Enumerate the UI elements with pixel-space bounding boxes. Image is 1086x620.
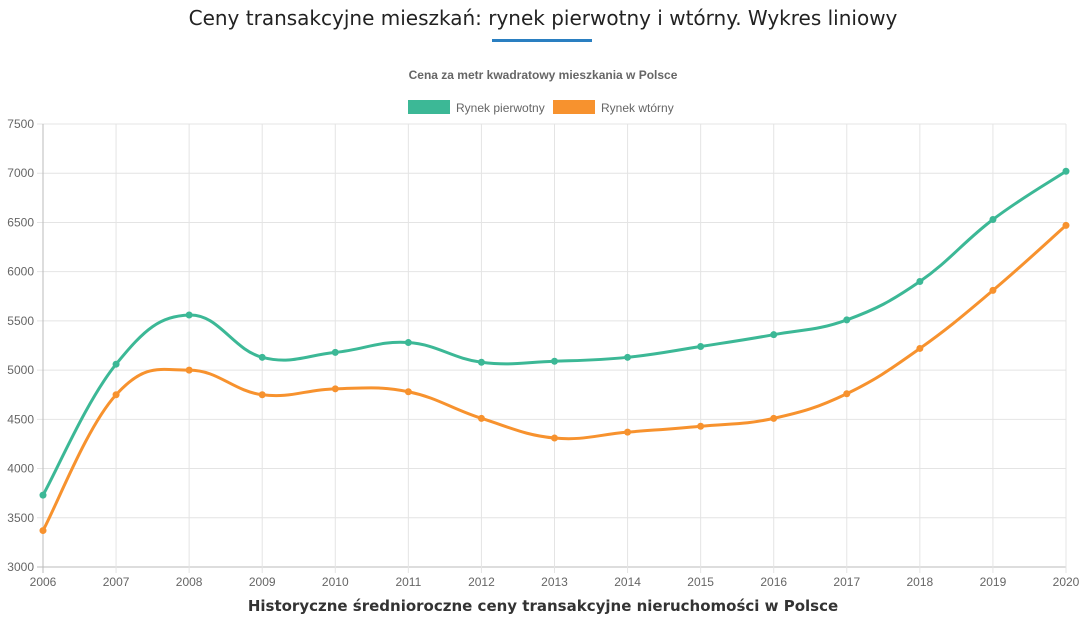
data-point [770,414,778,422]
title-underline [492,39,592,42]
data-point [477,414,485,422]
x-tick-label: 2006 [30,575,57,589]
x-tick-label: 2014 [614,575,641,589]
x-tick-label: 2020 [1053,575,1080,589]
x-tick-label: 2009 [249,575,276,589]
data-point [989,286,997,294]
x-tick-label: 2017 [833,575,860,589]
data-point [258,391,266,399]
data-point [1062,221,1070,229]
y-tick-label: 6500 [7,215,34,229]
page-title: Ceny transakcyjne mieszkań: rynek pierwo… [188,6,898,30]
data-point [185,366,193,374]
x-tick-label: 2015 [687,575,714,589]
y-tick-label: 6000 [7,265,34,279]
data-point [989,215,997,223]
legend-label: Rynek wtórny [601,101,674,115]
chart-title: Cena za metr kwadratowy mieszkania w Pol… [409,68,678,82]
data-point [916,278,924,286]
data-point [770,331,778,339]
data-point [185,311,193,319]
data-point [39,527,47,535]
x-axis-label: Historyczne średnioroczne ceny transakcy… [248,597,838,615]
x-tick-label: 2008 [176,575,203,589]
legend-swatch [408,100,450,114]
data-point [551,434,558,442]
data-point [112,360,120,368]
data-point [404,388,412,396]
y-tick-label: 3500 [7,511,34,525]
data-point [112,391,120,399]
data-point [551,357,558,365]
data-point [697,422,705,430]
y-tick-label: 3000 [7,560,34,574]
x-tick-label: 2007 [103,575,130,589]
x-tick-label: 2010 [322,575,349,589]
data-point [258,353,266,361]
data-point [624,428,632,436]
data-point [843,316,851,324]
data-point [624,353,632,361]
data-point [331,385,339,393]
data-point [477,358,485,366]
y-tick-label: 5500 [7,314,34,328]
data-point [916,344,924,352]
x-tick-label: 2019 [980,575,1007,589]
y-tick-label: 4500 [7,412,34,426]
x-tick-label: 2012 [468,575,495,589]
y-tick-label: 7000 [7,166,34,180]
y-tick-label: 7500 [7,117,34,131]
y-tick-label: 5000 [7,363,34,377]
x-tick-label: 2016 [760,575,787,589]
data-point [331,348,339,356]
x-tick-label: 2011 [395,575,421,589]
legend-swatch [553,100,595,114]
x-tick-label: 2018 [907,575,934,589]
data-point [843,390,851,398]
data-point [404,339,412,347]
data-point [39,491,47,499]
data-point [697,342,705,350]
data-point [1062,167,1070,175]
legend-label: Rynek pierwotny [456,101,545,115]
x-tick-label: 2013 [541,575,568,589]
y-tick-label: 4000 [7,462,34,476]
